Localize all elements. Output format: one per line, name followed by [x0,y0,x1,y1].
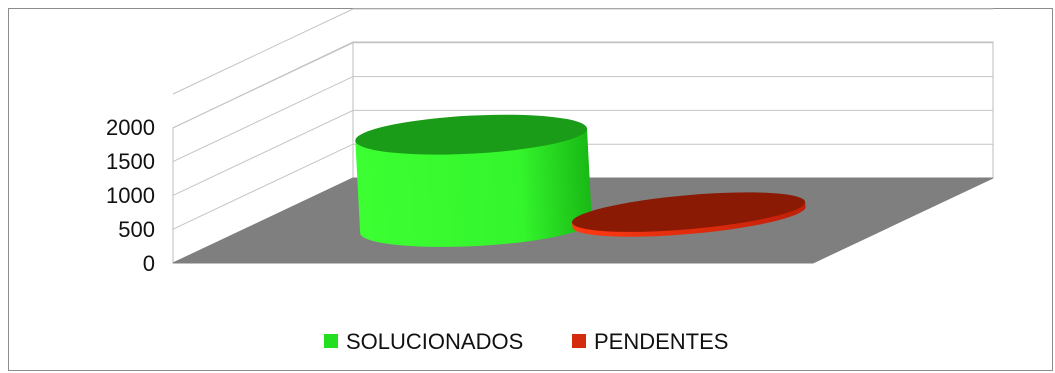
legend-label-pendentes: PENDENTES [594,329,728,354]
legend: SOLUCIONADOS PENDENTES [324,329,728,354]
y-tick-label: 1000 [106,183,155,208]
y-axis: 0 500 1000 1500 2000 [106,115,155,276]
y-tick-label: 500 [118,217,155,242]
y-tick-label: 2000 [106,115,155,140]
bar-top [572,192,806,232]
legend-swatch-pendentes [572,334,586,348]
bar-pendentes [572,192,806,237]
legend-label-solucionados: SOLUCIONADOS [346,329,523,354]
bars [355,114,806,247]
gridline [172,42,993,129]
y-tick-label: 1500 [106,149,155,174]
bar-body [355,128,592,247]
bar-top [355,114,588,155]
gridline [172,109,993,196]
gridline [172,76,993,163]
gridline [172,143,993,230]
gridline [172,8,993,95]
bar-solucionados [355,114,592,247]
y-tick-label: 0 [143,251,155,276]
gridlines [172,8,993,230]
legend-swatch-solucionados [324,334,338,348]
